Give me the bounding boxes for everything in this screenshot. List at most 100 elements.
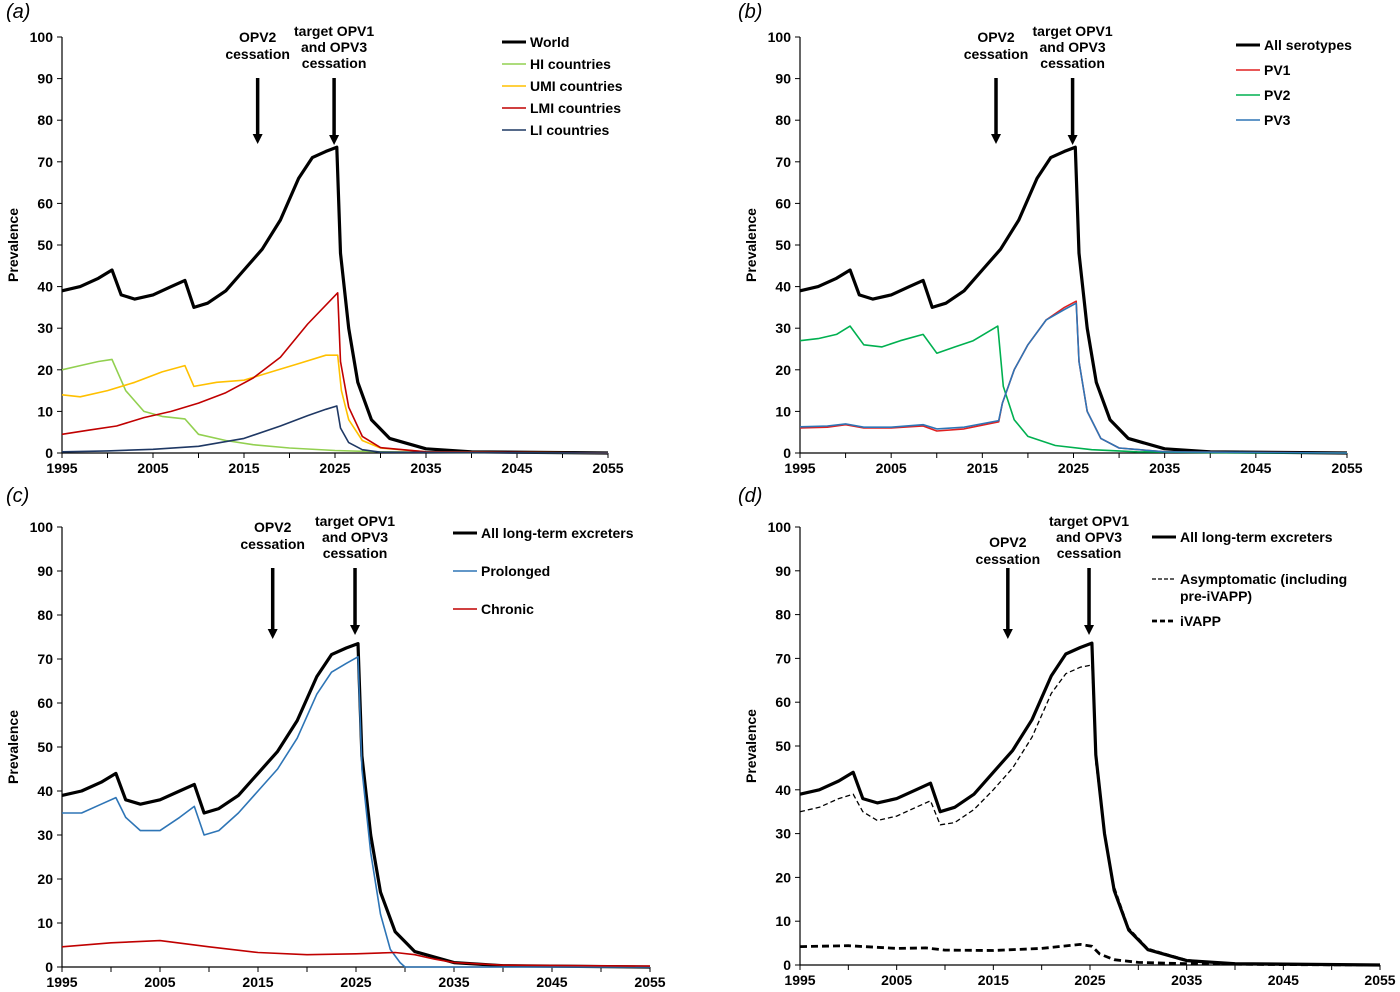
opv2-annotation-line1: OPV2	[239, 29, 277, 45]
y-tick-label: 0	[783, 445, 791, 461]
y-axis-label: Prevalence	[5, 208, 21, 282]
target-annotation-line1: target OPV1	[315, 513, 395, 529]
target-annotation-line3: cessation	[1057, 545, 1122, 561]
x-tick-label: 2035	[438, 974, 469, 990]
y-tick-label: 40	[775, 279, 791, 295]
series-line-hi-countries	[61, 358, 609, 454]
y-axis-label: Prevalence	[5, 710, 21, 784]
legend-label: PV1	[1264, 62, 1291, 78]
y-tick-label: 10	[37, 915, 53, 931]
x-tick-label: 1995	[46, 974, 77, 990]
panel-letter: (b)	[738, 1, 762, 23]
series-line-all-serotypes	[799, 145, 1348, 455]
target-arrow-head	[350, 625, 361, 635]
opv2-annotation-line2: cessation	[225, 46, 290, 62]
y-tick-label: 30	[37, 320, 53, 336]
series-line-all-long-term-excreters	[61, 641, 651, 969]
x-tick-label: 2005	[144, 974, 175, 990]
y-tick-label: 0	[45, 959, 53, 975]
series-line-umi-countries	[61, 354, 609, 454]
legend-label: PV2	[1264, 87, 1291, 103]
y-tick-label: 40	[37, 783, 53, 799]
legend-label: All long-term excreters	[1180, 529, 1333, 545]
y-tick-label: 60	[775, 195, 791, 211]
x-tick-label: 2015	[978, 972, 1009, 988]
legend-label: LMI countries	[530, 100, 621, 116]
legend-label: Chronic	[481, 601, 534, 617]
x-tick-label: 2055	[1364, 972, 1395, 988]
legend: World HI countries UMI countries LMI countr…	[502, 34, 623, 138]
x-tick-label: 2025	[319, 460, 350, 476]
series-line-world	[61, 145, 609, 455]
opv2-annotation-line2: cessation	[964, 46, 1029, 62]
y-tick-label: 90	[37, 563, 53, 579]
y-tick-label: 0	[783, 957, 791, 973]
y-tick-label: 70	[37, 154, 53, 170]
legend: All long-term excreters Prolonged Chronic	[453, 525, 634, 617]
legend-label: Prolonged	[481, 563, 550, 579]
y-tick-label: 70	[775, 650, 791, 666]
target-annotation-line2: and OPV3	[322, 529, 388, 545]
y-tick-label: 50	[775, 237, 791, 253]
chart-panel-4: (d) 0 10 20 30 40 50 60 70 80 90 100 1995 2005 2015 202…	[738, 485, 1396, 988]
x-tick-label: 2035	[1171, 972, 1202, 988]
series-line-lmi-countries	[61, 291, 609, 454]
target-arrow-head	[1067, 135, 1078, 145]
y-tick-label: 20	[775, 362, 791, 378]
x-tick-label: 2015	[242, 974, 273, 990]
y-tick-label: 50	[37, 237, 53, 253]
series-line-li-countries	[61, 405, 609, 454]
legend-label: HI countries	[530, 56, 611, 72]
series-line-prolonged	[62, 655, 650, 968]
target-annotation-line3: cessation	[1040, 55, 1105, 71]
x-tick-label: 2045	[1240, 460, 1271, 476]
x-tick-label: 2005	[876, 460, 907, 476]
opv2-arrow-head	[252, 134, 263, 144]
chart-panel-2: (b) 0 10 20 30 40 50 60 70 80 90 100 1995 2005 2015 202…	[738, 1, 1363, 476]
y-tick-label: 40	[775, 782, 791, 798]
panel-letter: (c)	[6, 485, 29, 507]
legend-label: iVAPP	[1180, 613, 1221, 629]
y-tick-label: 10	[37, 403, 53, 419]
opv2-annotation-line2: cessation	[240, 536, 305, 552]
y-tick-label: 100	[30, 29, 54, 45]
y-tick-label: 30	[37, 827, 53, 843]
target-annotation-line1: target OPV1	[294, 23, 374, 39]
y-tick-label: 40	[37, 279, 53, 295]
x-tick-label: 2045	[1268, 972, 1299, 988]
opv2-arrow-head	[1002, 629, 1013, 639]
series-line-asymptomatic-including-pre-ivapp-	[799, 664, 1381, 966]
legend-label: All long-term excreters	[481, 525, 634, 541]
y-tick-label: 20	[775, 869, 791, 885]
target-annotation-line2: and OPV3	[1040, 39, 1106, 55]
x-tick-label: 2045	[501, 460, 532, 476]
y-tick-label: 80	[37, 112, 53, 128]
target-arrow-head	[329, 135, 340, 145]
y-tick-label: 90	[37, 71, 53, 87]
y-tick-label: 30	[775, 320, 791, 336]
panel-letter: (d)	[738, 485, 762, 507]
y-tick-label: 60	[37, 195, 53, 211]
x-tick-label: 2045	[536, 974, 567, 990]
x-tick-label: 1995	[784, 460, 815, 476]
y-axis-label: Prevalence	[743, 208, 759, 282]
x-tick-label: 1995	[46, 460, 77, 476]
x-tick-label: 2005	[137, 460, 168, 476]
x-tick-label: 2055	[1331, 460, 1362, 476]
legend-label: LI countries	[530, 122, 610, 138]
x-tick-label: 2055	[634, 974, 665, 990]
y-tick-label: 20	[37, 871, 53, 887]
opv2-arrow-head	[991, 134, 1002, 144]
legend-label: World	[530, 34, 569, 50]
panel-letter: (a)	[6, 1, 30, 23]
opv2-annotation-line1: OPV2	[989, 534, 1027, 550]
chart-panel-1: (a) 0 10 20 30 40 50 60 70 80 90 100 1995 2005 2015 202…	[5, 1, 624, 476]
x-tick-label: 2015	[228, 460, 259, 476]
y-tick-label: 50	[775, 738, 791, 754]
y-tick-label: 100	[768, 519, 792, 535]
y-tick-label: 60	[775, 694, 791, 710]
y-tick-label: 30	[775, 826, 791, 842]
series-line-pv2	[799, 325, 1348, 454]
target-annotation-line2: and OPV3	[1056, 529, 1122, 545]
